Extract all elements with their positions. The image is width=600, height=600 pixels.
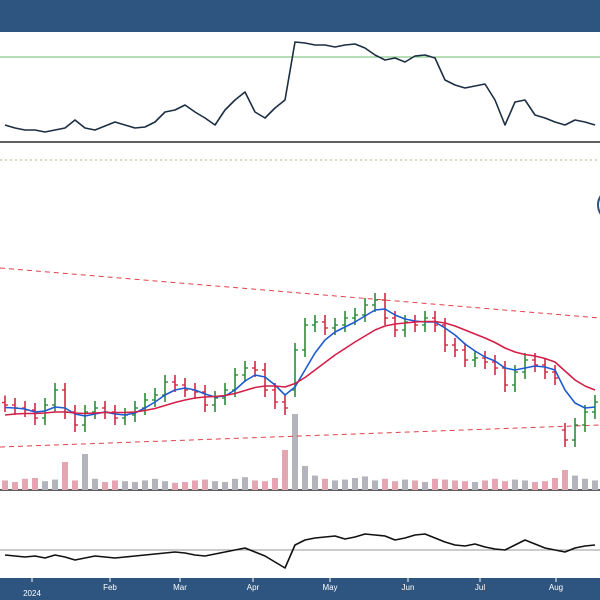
volume-bar [312,475,318,490]
volume-bar [202,479,208,490]
line-series [4,41,596,133]
volume-bar [22,478,28,490]
volume-bar [442,479,448,490]
volume-bar [412,480,418,490]
x-tick-label: Aug [549,583,563,592]
x-tick-label: Jul [475,583,485,592]
line-series [4,320,596,416]
volume-bar [532,482,538,490]
volume-bar [242,477,248,490]
volume-bar [592,480,598,490]
volume-bar [152,478,158,490]
volume-bar [232,478,238,490]
volume-bar [372,480,378,490]
volume-bar [342,479,348,490]
x-tick-label: Feb [103,583,117,592]
volume-bar [422,482,428,490]
volume-bar [572,475,578,490]
volume-bar [392,481,398,490]
volume-bar [462,481,468,490]
volume-bar [142,480,148,490]
trend-line [0,424,600,448]
volume-bar [162,481,168,490]
volume-bar [302,466,308,490]
volume-bar [292,414,298,490]
volume-bar [252,480,258,490]
volume-bar [332,480,338,490]
volume-bar [522,480,528,490]
volume-bar [2,480,8,490]
volume-bar [352,478,358,490]
x-tick-label: Apr [247,583,260,592]
volume-bar [562,470,568,490]
x-tick-label: Mar [173,583,187,592]
volume-bar [172,482,178,490]
trend-line [0,267,600,319]
volume-bar [222,482,228,490]
volume-bar [42,481,48,490]
volume-bar [272,478,278,490]
volume-bar [112,480,118,490]
footer-bar [0,578,600,600]
volume-bar [12,482,18,490]
volume-bar [32,478,38,490]
line-series [4,308,596,417]
icon [597,195,600,215]
volume-bar [102,482,108,490]
volume-bar [482,480,488,490]
volume-bar [72,480,78,490]
volume-bar [92,478,98,490]
volume-bar [362,476,368,490]
volume-bar [492,478,498,490]
volume-bar [52,479,58,490]
volume-bar [132,482,138,490]
volume-bar [192,480,198,490]
line-series [4,533,596,569]
volume-bar [282,450,288,490]
year-label: 2024 [23,589,41,598]
volume-bar [382,478,388,490]
volume-bar [322,478,328,490]
volume-bar [262,481,268,490]
volume-bar [182,482,188,490]
volume-bar [502,481,508,490]
volume-bar [472,482,478,490]
volume-bar [82,454,88,490]
header-bar [0,0,600,32]
volume-bar [582,478,588,490]
volume-bar [552,478,558,490]
volume-bar [122,481,128,490]
volume-bar [512,479,518,490]
x-tick-label: May [322,583,337,592]
volume-bar [212,481,218,490]
volume-bar [402,479,408,490]
volume-bar [432,478,438,490]
volume-bar [452,480,458,490]
x-tick-label: Jun [402,583,415,592]
volume-bar [542,481,548,490]
volume-bar [62,462,68,490]
